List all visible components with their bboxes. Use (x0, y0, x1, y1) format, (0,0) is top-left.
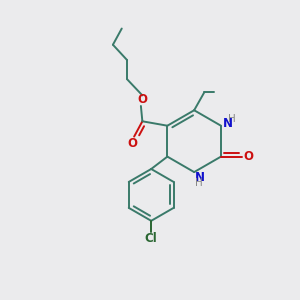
Text: H: H (228, 114, 236, 124)
Text: O: O (137, 93, 147, 106)
Text: O: O (244, 150, 254, 163)
Text: O: O (128, 136, 138, 150)
Text: N: N (194, 171, 205, 184)
Text: Cl: Cl (145, 232, 158, 245)
Text: H: H (195, 178, 203, 188)
Text: N: N (222, 117, 233, 130)
